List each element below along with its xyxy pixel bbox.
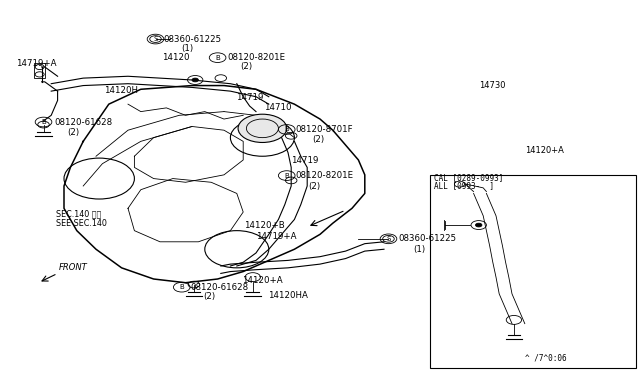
Text: ^ /7^0:06: ^ /7^0:06 <box>525 354 566 363</box>
Text: 08120-8201E: 08120-8201E <box>296 171 354 180</box>
Bar <box>430 175 636 368</box>
Text: ALL [0993-  ]: ALL [0993- ] <box>434 181 494 190</box>
Text: 14719+A: 14719+A <box>16 59 56 68</box>
Text: (1): (1) <box>181 44 193 53</box>
Text: 08120-8701F: 08120-8701F <box>296 125 353 134</box>
Text: B: B <box>179 284 184 290</box>
Text: S: S <box>387 236 390 242</box>
Text: SEE SEC.140: SEE SEC.140 <box>56 219 107 228</box>
Text: B: B <box>215 55 220 61</box>
Circle shape <box>476 223 482 227</box>
Text: 14710: 14710 <box>264 103 291 112</box>
Text: FRONT: FRONT <box>59 263 88 272</box>
Text: (2): (2) <box>308 182 321 190</box>
Text: 08360-61225: 08360-61225 <box>398 234 456 243</box>
Text: SEC.140 参照: SEC.140 参照 <box>56 209 102 218</box>
Text: (2): (2) <box>312 135 324 144</box>
Text: 08360-61225: 08360-61225 <box>163 35 221 44</box>
Text: 14120+A: 14120+A <box>525 146 564 155</box>
Text: 08120-61628: 08120-61628 <box>54 118 113 126</box>
Text: 14120HA: 14120HA <box>268 291 307 300</box>
Text: 08120-8201E: 08120-8201E <box>227 53 285 62</box>
Text: (2): (2) <box>240 62 252 71</box>
Bar <box>34 63 45 78</box>
Text: 14719+A: 14719+A <box>256 232 296 241</box>
Text: (2): (2) <box>204 292 216 301</box>
Circle shape <box>192 78 198 82</box>
Text: 14120+A: 14120+A <box>242 276 282 285</box>
Text: 14120+B: 14120+B <box>244 221 285 230</box>
Text: B: B <box>284 126 289 132</box>
Text: S: S <box>154 36 157 42</box>
Text: B: B <box>284 173 289 179</box>
Text: B: B <box>41 119 46 125</box>
Text: 14719: 14719 <box>291 156 319 165</box>
Text: 14120H: 14120H <box>104 86 138 94</box>
Text: (1): (1) <box>413 245 425 254</box>
Text: 14719: 14719 <box>236 93 263 102</box>
Text: 14730: 14730 <box>479 81 505 90</box>
Text: 14120: 14120 <box>162 53 189 62</box>
Circle shape <box>238 114 287 142</box>
Text: (2): (2) <box>67 128 79 137</box>
Text: CAL [0289-0993]: CAL [0289-0993] <box>434 173 503 182</box>
Text: 08120-61628: 08120-61628 <box>191 283 249 292</box>
